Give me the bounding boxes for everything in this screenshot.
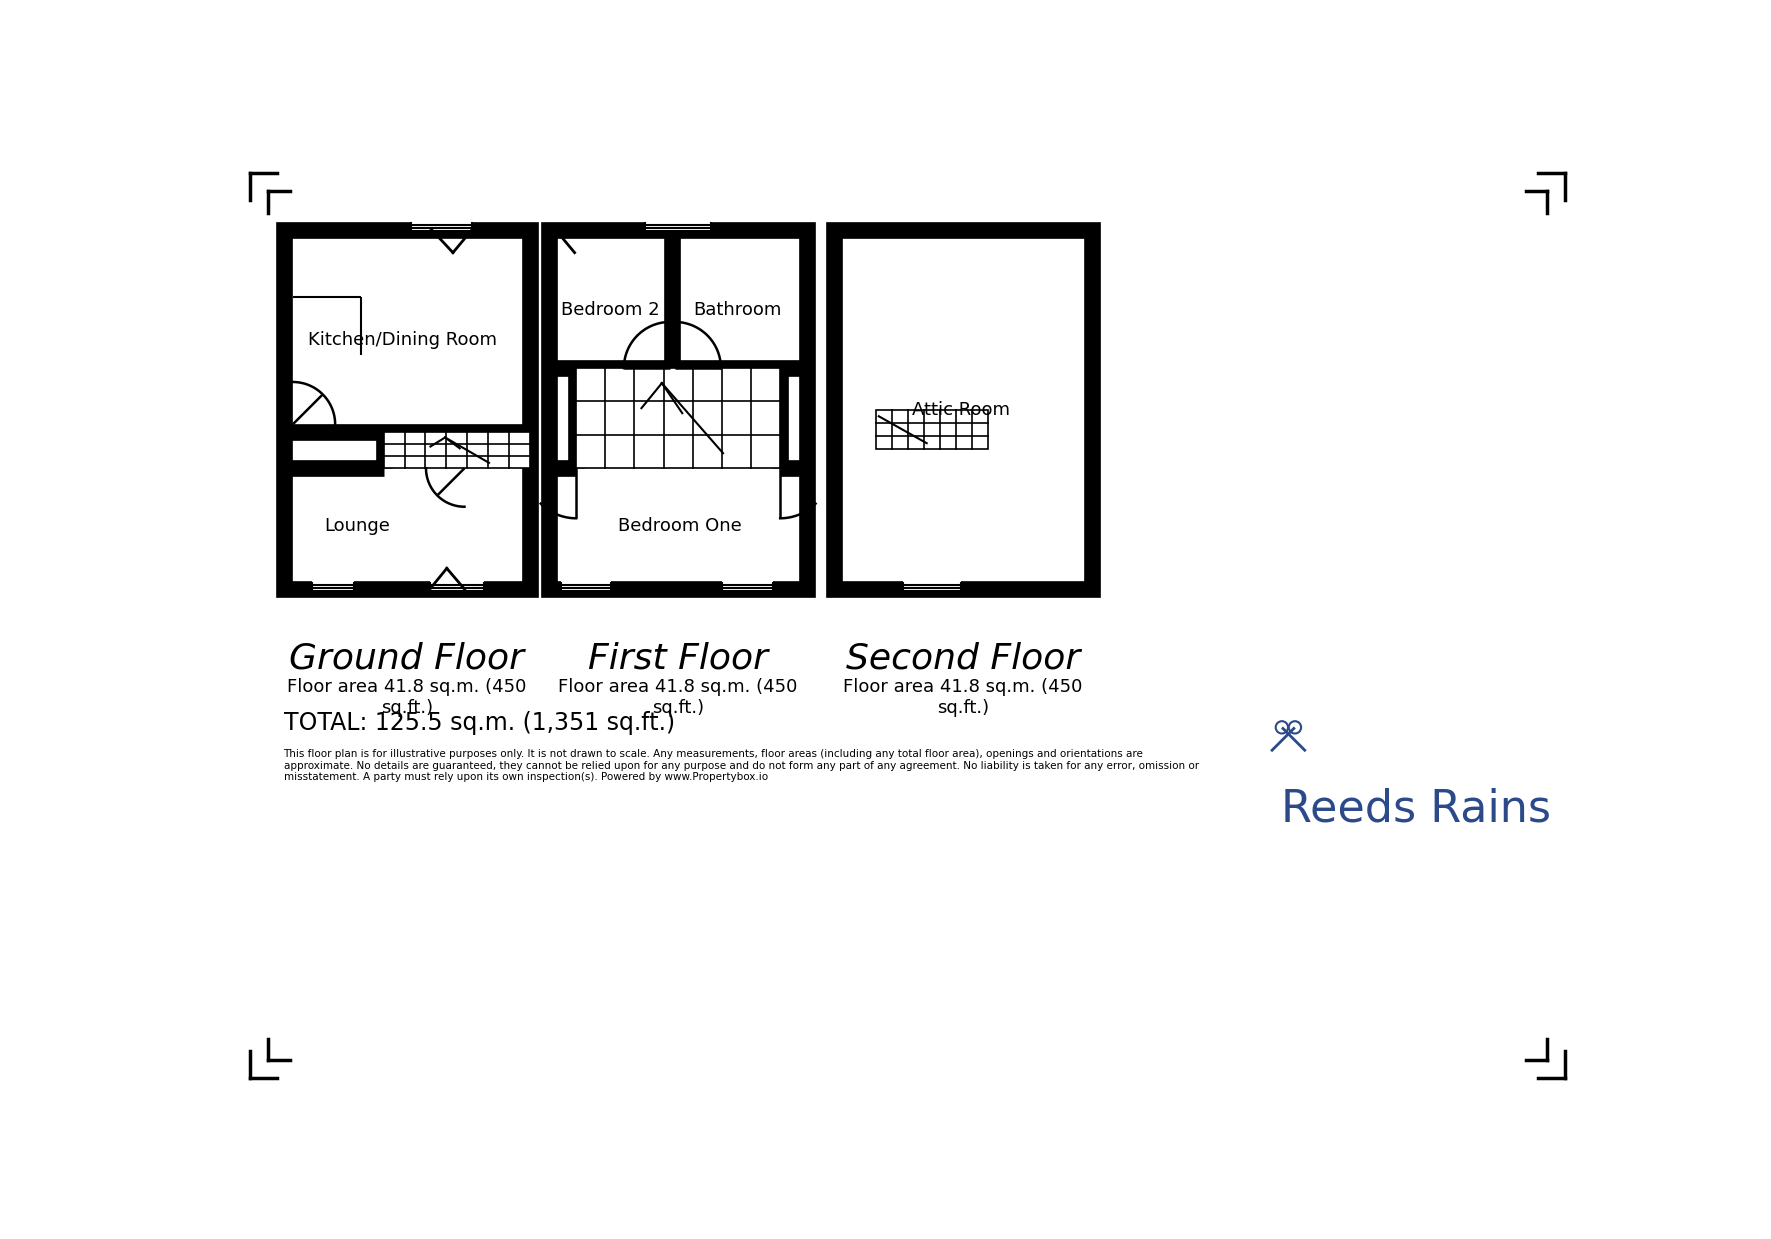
Text: TOTAL: 125.5 sq.m. (1,351 sq.ft.): TOTAL: 125.5 sq.m. (1,351 sq.ft.) [283,711,675,735]
Bar [877,410,988,449]
Text: Attic Room: Attic Room [912,401,1009,420]
Text: Ground Floor: Ground Floor [289,642,524,675]
Text: First Floor: First Floor [588,642,769,675]
Bar [723,581,772,591]
Text: Second Floor: Second Floor [847,642,1080,675]
Bar [576,368,781,468]
Bar [903,581,962,591]
Bar [645,221,710,232]
Text: Bathroom: Bathroom [694,301,783,320]
Text: Bedroom 2: Bedroom 2 [561,301,661,320]
Text: Reeds Rains: Reeds Rains [1280,788,1551,831]
Text: Floor area 41.8 sq.m. (450
sq.ft.): Floor area 41.8 sq.m. (450 sq.ft.) [558,679,799,717]
Text: Floor area 41.8 sq.m. (450
sq.ft.): Floor area 41.8 sq.m. (450 sq.ft.) [843,679,1082,717]
Text: This floor plan is for illustrative purposes only. It is not drawn to scale. Any: This floor plan is for illustrative purp… [283,750,1199,783]
Bar [411,221,473,232]
Bar [283,229,530,589]
Bar [312,581,354,591]
Text: Kitchen/Dining Room: Kitchen/Dining Room [308,331,498,348]
Bar [549,229,808,589]
Bar [834,229,1093,589]
Text: Floor area 41.8 sq.m. (450
sq.ft.): Floor area 41.8 sq.m. (450 sq.ft.) [287,679,526,717]
Bar [384,432,530,468]
Bar [561,581,611,591]
Bar [430,581,483,591]
Text: Lounge: Lounge [324,517,390,535]
Text: Bedroom One: Bedroom One [618,517,742,535]
